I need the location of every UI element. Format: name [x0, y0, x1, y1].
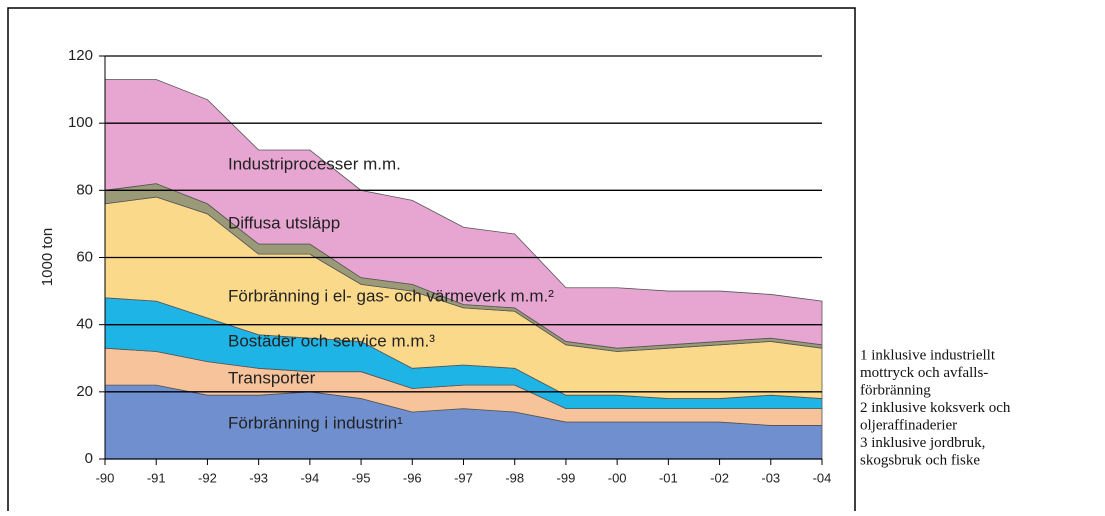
- y-tick-label: 100: [68, 114, 93, 131]
- area-label: Industriprocesser m.m.: [228, 154, 401, 173]
- x-tick-label: -90: [96, 470, 115, 485]
- y-tick-label: 80: [76, 181, 93, 198]
- x-tick-label: -93: [249, 470, 268, 485]
- area-label: Bostäder och service m.m.³: [228, 331, 435, 350]
- x-tick-label: -98: [505, 470, 524, 485]
- area-label: Diffusa utsläpp: [228, 213, 340, 232]
- x-tick-label: -96: [403, 470, 422, 485]
- x-tick-label: -92: [198, 470, 217, 485]
- x-tick-label: -94: [300, 470, 319, 485]
- x-tick-label: -00: [608, 470, 627, 485]
- y-axis-label: 1000 ton: [39, 228, 56, 286]
- x-tick-label: -91: [147, 470, 166, 485]
- footnote: 2 inklusive koksverk och: [860, 400, 1011, 416]
- footnote: 3 inklusive jordbruk,: [860, 435, 985, 451]
- x-tick-label: -97: [454, 470, 473, 485]
- x-tick-label: -03: [761, 470, 780, 485]
- x-tick-label: -04: [813, 470, 832, 485]
- y-tick-label: 20: [76, 383, 93, 400]
- y-tick-label: 0: [85, 450, 93, 467]
- area-label: Transporter: [228, 368, 316, 387]
- x-tick-label: -95: [352, 470, 371, 485]
- x-tick-label: -99: [557, 470, 576, 485]
- x-tick-label: -02: [710, 470, 729, 485]
- x-tick-label: -01: [659, 470, 678, 485]
- area-label: Förbränning i industrin¹: [228, 413, 403, 432]
- y-tick-label: 120: [68, 47, 93, 64]
- footnote: mottryck och avfalls-: [860, 365, 988, 381]
- footnote: oljeraffinaderier: [860, 417, 957, 433]
- footnote: skogsbruk och fiske: [860, 452, 980, 468]
- footnote: 1 inklusive industriellt: [860, 347, 996, 363]
- y-tick-label: 40: [76, 316, 93, 333]
- footnote: förbränning: [860, 382, 931, 398]
- y-tick-label: 60: [76, 248, 93, 265]
- area-label: Förbränning i el- gas- och värmeverk m.m…: [228, 286, 554, 305]
